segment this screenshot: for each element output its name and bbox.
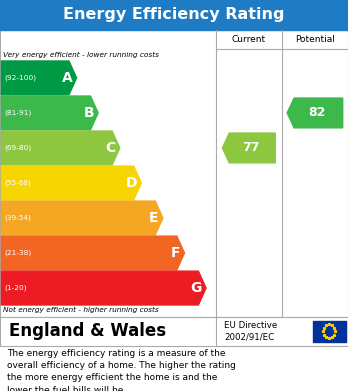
Text: EU Directive
2002/91/EC: EU Directive 2002/91/EC <box>224 321 278 342</box>
Text: A: A <box>62 71 72 85</box>
Text: (81-91): (81-91) <box>4 110 32 116</box>
Polygon shape <box>1 96 98 130</box>
Text: B: B <box>84 106 94 120</box>
Text: Current: Current <box>232 35 266 44</box>
Text: England & Wales: England & Wales <box>9 322 166 341</box>
Text: G: G <box>190 281 202 295</box>
Polygon shape <box>222 133 275 163</box>
Polygon shape <box>1 166 141 200</box>
Polygon shape <box>1 201 163 235</box>
Polygon shape <box>1 131 120 165</box>
Text: C: C <box>105 141 116 155</box>
Text: (21-38): (21-38) <box>4 250 31 256</box>
Polygon shape <box>1 61 77 95</box>
Bar <box>313 321 346 342</box>
Text: (1-20): (1-20) <box>4 285 27 291</box>
Polygon shape <box>287 98 343 128</box>
Text: F: F <box>171 246 180 260</box>
Text: E: E <box>149 211 159 225</box>
Bar <box>0 317 348 346</box>
Text: Potential: Potential <box>295 35 335 44</box>
Text: Not energy efficient - higher running costs: Not energy efficient - higher running co… <box>3 307 159 313</box>
Bar <box>0 30 348 317</box>
Polygon shape <box>1 271 206 305</box>
Text: Very energy efficient - lower running costs: Very energy efficient - lower running co… <box>3 52 159 58</box>
Text: Energy Efficiency Rating: Energy Efficiency Rating <box>63 7 285 22</box>
Text: (92-100): (92-100) <box>4 75 36 81</box>
Text: 77: 77 <box>242 142 260 154</box>
Text: (39-54): (39-54) <box>4 215 31 221</box>
Bar <box>0 0 348 30</box>
Text: (55-68): (55-68) <box>4 180 31 186</box>
Text: 82: 82 <box>308 106 326 119</box>
Polygon shape <box>1 236 184 270</box>
Text: The energy efficiency rating is a measure of the
overall efficiency of a home. T: The energy efficiency rating is a measur… <box>7 349 236 391</box>
Text: (69-80): (69-80) <box>4 145 31 151</box>
Text: D: D <box>126 176 137 190</box>
